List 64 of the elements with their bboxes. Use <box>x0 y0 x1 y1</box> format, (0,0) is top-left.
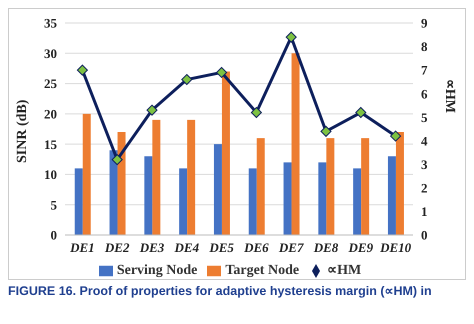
bar <box>82 114 91 235</box>
y-tick-label: 35 <box>44 16 58 31</box>
bar <box>361 138 370 235</box>
bar <box>248 168 257 235</box>
x-tick-label: DE8 <box>312 240 339 256</box>
x-tick-label: DE3 <box>138 240 165 256</box>
bar <box>256 138 265 235</box>
y-tick-label: 10 <box>44 167 57 182</box>
point <box>216 66 228 78</box>
y2-tick-label: 2 <box>421 180 428 196</box>
y-tick-label: 5 <box>50 197 58 212</box>
y2-tick-label: 9 <box>421 16 428 31</box>
bar <box>396 132 404 235</box>
bar <box>187 120 196 235</box>
y2-tick-label: 0 <box>421 228 428 243</box>
bar <box>152 120 160 235</box>
x-tick-label: DE7 <box>278 240 304 256</box>
y-tick-label: 25 <box>44 76 58 92</box>
bar <box>292 53 300 235</box>
y-axis-title: SINR (dB) <box>14 99 30 163</box>
point <box>76 64 88 76</box>
point <box>355 107 366 118</box>
bar <box>118 132 126 235</box>
point <box>112 154 123 166</box>
y-tick-label: 0 <box>50 228 57 243</box>
y-tick-label: 15 <box>44 136 58 152</box>
x-tick-label: DE2 <box>104 240 130 256</box>
point <box>286 32 297 43</box>
y2-tick-label: 8 <box>421 39 428 54</box>
bar <box>318 162 326 235</box>
bar <box>214 144 222 235</box>
bar <box>284 162 292 235</box>
y2-tick-label: 7 <box>421 62 428 78</box>
caption: FIGURE 16. Proof of properties for adaptive hysteresis margin (∝HM) in <box>8 283 433 298</box>
bar <box>353 168 362 235</box>
y2-tick-label: 4 <box>421 133 428 148</box>
bar <box>326 138 334 235</box>
point <box>146 104 158 116</box>
bar <box>144 156 152 235</box>
legend-label: Target Node <box>225 263 300 278</box>
point <box>250 107 262 118</box>
y2-tick-label: 1 <box>421 204 428 220</box>
bar <box>388 156 396 235</box>
x-tick-label: DE4 <box>174 240 200 256</box>
y2-tick-label: 3 <box>421 156 428 172</box>
y-tick-label: 30 <box>44 46 57 61</box>
point <box>320 126 332 137</box>
point <box>181 74 192 86</box>
x-tick-label: DE5 <box>208 240 234 256</box>
point <box>390 130 402 142</box>
y2-tick-label: 6 <box>421 86 428 102</box>
x-tick-label: DE6 <box>243 240 270 256</box>
y-tick-label: 20 <box>44 106 57 122</box>
y2-tick-label: 5 <box>421 110 428 125</box>
bar <box>179 168 188 235</box>
x-tick-label: DE9 <box>348 240 374 256</box>
y2-axis-title: ∝HM <box>442 78 458 113</box>
x-tick-label: DE1 <box>69 240 95 256</box>
x-tick-label: DE10 <box>379 240 412 256</box>
bar <box>74 168 83 235</box>
bar <box>222 71 230 235</box>
legend-label: ∝HM <box>327 263 362 278</box>
legend-label: Serving Node <box>116 263 198 278</box>
bar <box>110 150 118 235</box>
